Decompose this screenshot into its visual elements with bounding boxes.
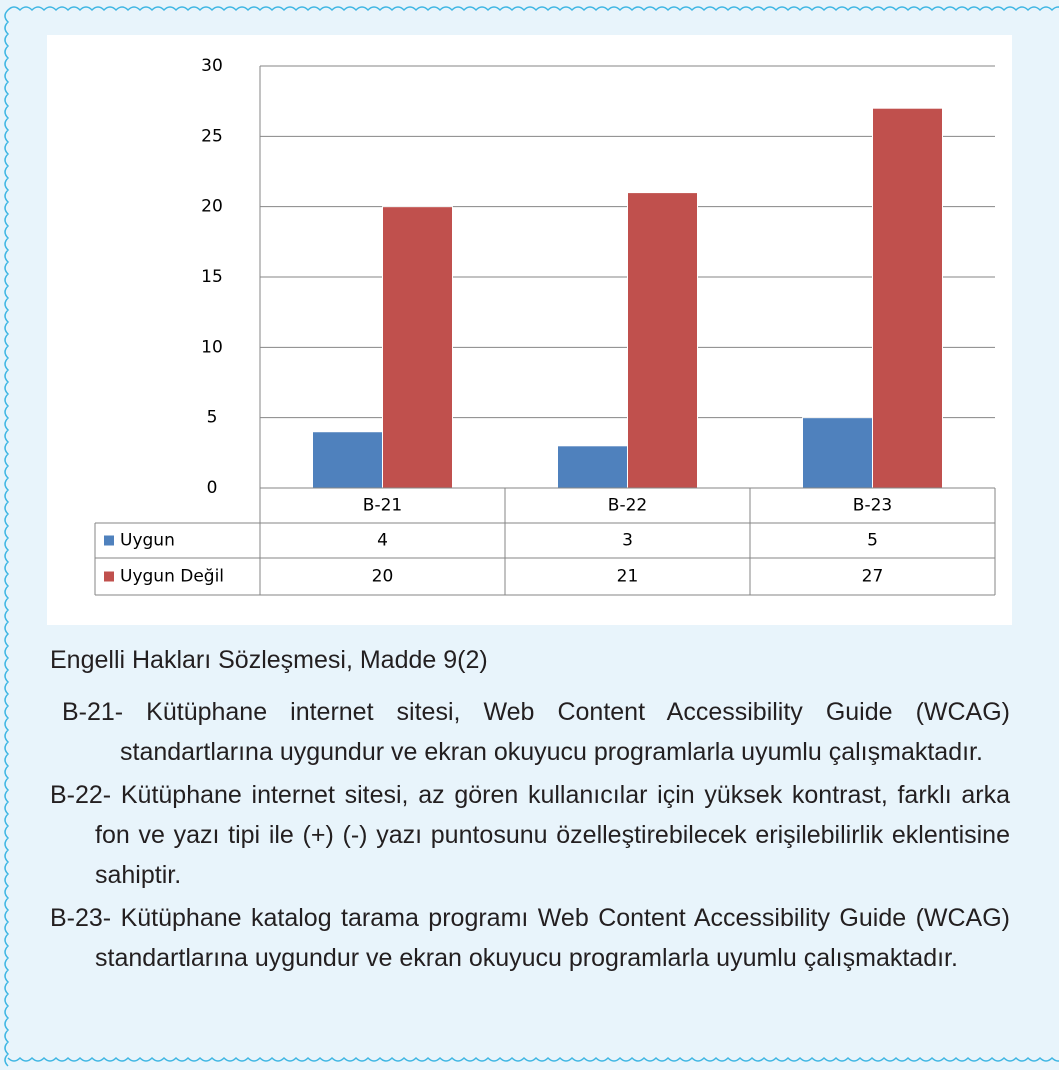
- legend-label: Uygun: [120, 531, 175, 551]
- item: B-21- Kütüphane internet sitesi, Web Con…: [50, 692, 1010, 772]
- wavy-line: [4, 6, 1059, 1067]
- item-label: B-22-: [50, 781, 112, 809]
- item: B-22- Kütüphane internet sitesi, az göre…: [50, 775, 1010, 895]
- y-tick-label: 20: [201, 197, 223, 217]
- caption: Engelli Hakları Sözleşmesi, Madde 9(2): [50, 646, 488, 674]
- x-tick-label: B-23: [853, 496, 892, 516]
- item-label: B-21-: [62, 698, 124, 726]
- y-tick-label: 0: [207, 478, 218, 498]
- notes: Engelli Hakları Sözleşmesi, Madde 9(2) B…: [50, 640, 1010, 981]
- table-value: 27: [862, 567, 884, 587]
- legend-label: Uygun Değil: [120, 567, 224, 587]
- table-value: 3: [622, 531, 633, 551]
- y-tick-label: 30: [201, 56, 223, 76]
- legend-swatch: [104, 571, 114, 582]
- item-text: Kütüphane internet sitesi, Web Content A…: [120, 698, 1010, 766]
- bar: [627, 192, 698, 489]
- table-value: 21: [617, 567, 639, 587]
- table-value: 20: [372, 567, 394, 587]
- item-label: B-23-: [50, 904, 112, 932]
- y-tick-label: 10: [201, 337, 223, 357]
- bar: [312, 431, 383, 489]
- chart: 0 5 10 15 20 25 30 B-21 B-22 B-23 Uygun 4 3 5 Uygun De…: [47, 35, 1012, 625]
- y-tick-label: 25: [201, 126, 223, 146]
- bar: [382, 206, 453, 489]
- bar: [802, 417, 873, 489]
- y-tick-label: 15: [201, 267, 223, 287]
- item-text: Kütüphane katalog tarama programı Web Co…: [95, 904, 1010, 972]
- table-value: 4: [377, 531, 388, 551]
- y-tick-label: 5: [207, 408, 218, 428]
- bar: [557, 445, 628, 489]
- table-value: 5: [867, 531, 878, 551]
- item-text: Kütüphane internet sitesi, az gören kull…: [95, 781, 1010, 889]
- x-tick-label: B-22: [608, 496, 647, 516]
- item: B-23- Kütüphane katalog tarama programı …: [50, 898, 1010, 978]
- legend-swatch: [104, 535, 114, 546]
- bar: [872, 107, 943, 489]
- x-tick-label: B-21: [363, 496, 402, 516]
